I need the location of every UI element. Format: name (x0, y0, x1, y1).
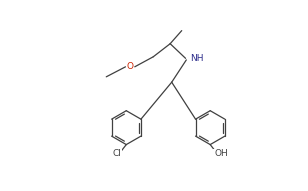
Text: O: O (127, 62, 134, 71)
Text: Cl: Cl (113, 149, 121, 158)
Text: NH: NH (190, 54, 204, 63)
Text: OH: OH (214, 149, 228, 158)
